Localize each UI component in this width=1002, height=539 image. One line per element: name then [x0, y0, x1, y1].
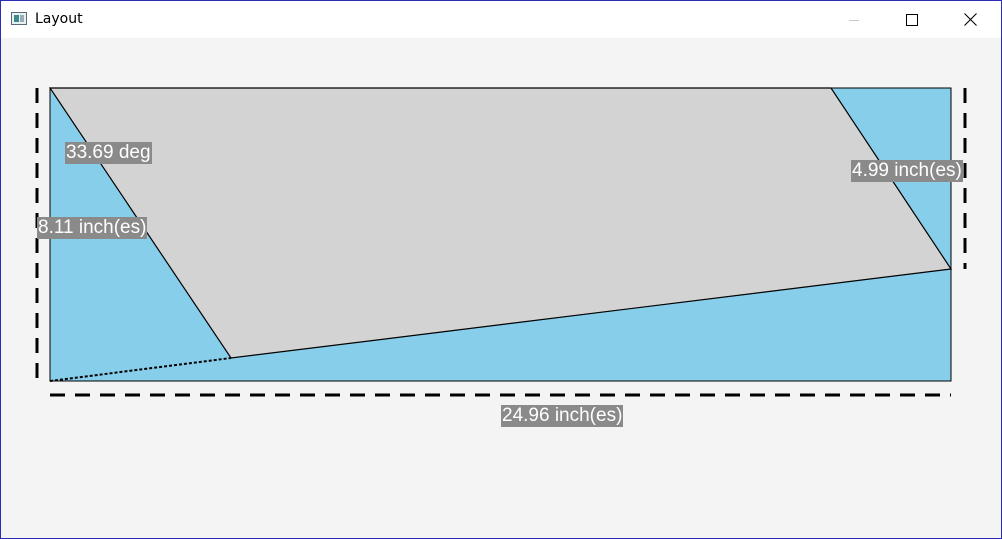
- minimize-icon: [849, 19, 859, 21]
- left-height-label: 8.11 inch(es): [37, 217, 148, 239]
- close-icon: [963, 13, 977, 26]
- inner-quadrilateral: [48, 87, 953, 359]
- app-icon: [11, 12, 27, 25]
- drawing-canvas: 33.69 deg 8.11 inch(es) 4.99 inch(es) 24…: [1, 38, 1001, 538]
- minimize-button[interactable]: [825, 1, 883, 38]
- maximize-icon: [906, 13, 918, 26]
- close-button[interactable]: [941, 1, 999, 38]
- right-height-label: 4.99 inch(es): [851, 160, 963, 182]
- bottom-width-label: 24.96 inch(es): [501, 405, 624, 427]
- window-title: Layout: [35, 11, 83, 27]
- layout-drawing: [35, 87, 967, 397]
- bottom-left-dashed-edge: [49, 357, 232, 382]
- angle-label: 33.69 deg: [65, 142, 152, 164]
- maximize-button[interactable]: [883, 1, 941, 38]
- title-bar[interactable]: Layout: [1, 1, 1001, 38]
